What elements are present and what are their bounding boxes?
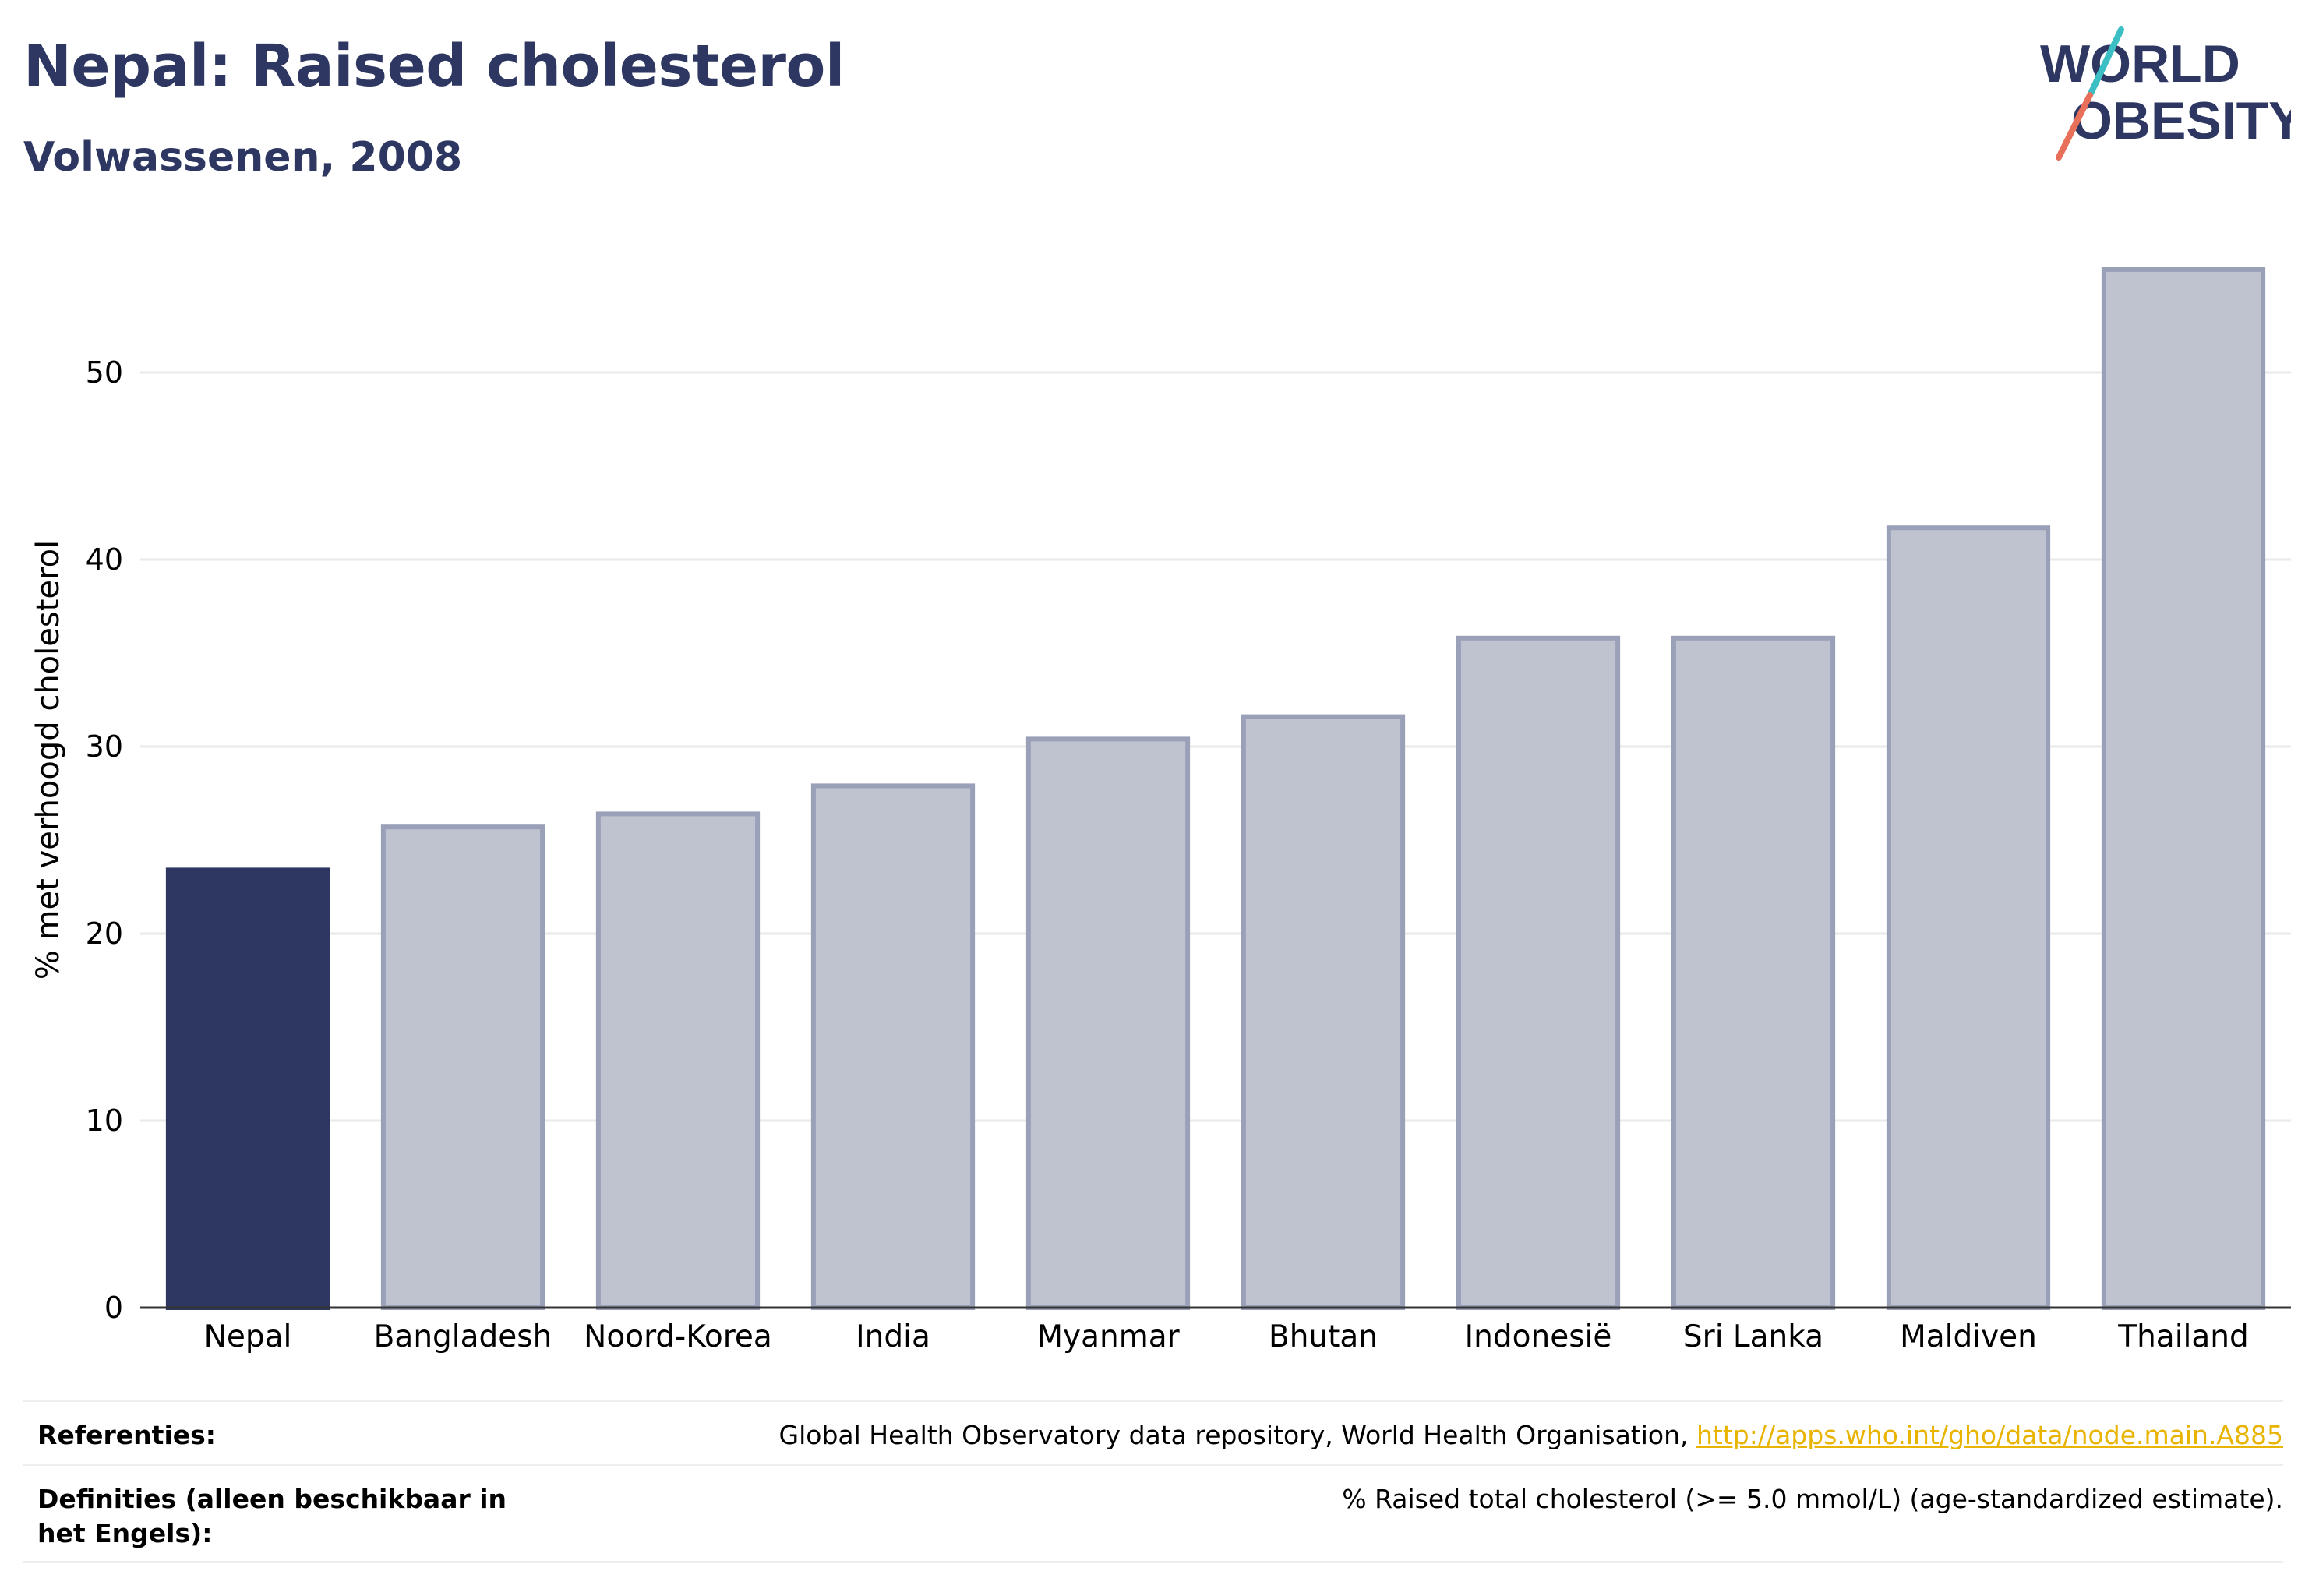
x-tick-label: Maldiven	[1900, 1319, 2037, 1354]
bar-myanmar	[1025, 736, 1191, 1310]
y-axis-label: % met verhoogd cholesterol	[30, 540, 66, 980]
y-tick-labels: 0 10 20 30 40 50	[86, 355, 123, 1325]
references-label: Referenties:	[37, 1420, 216, 1450]
x-tick-label: Sri Lanka	[1683, 1319, 1823, 1354]
footer-rule-top	[23, 1400, 2283, 1402]
bar-bhutan	[1241, 714, 1406, 1310]
bar-indonesi-	[1456, 635, 1621, 1310]
y-tick-label: 20	[86, 916, 123, 951]
references-link[interactable]: http://apps.who.int/gho/data/node.main.A…	[1696, 1420, 2283, 1450]
definitions-label: Definities (alleen beschikbaar in het En…	[37, 1484, 507, 1548]
x-tick-label: Noord-Korea	[584, 1319, 772, 1354]
bar-sri-lanka	[1671, 635, 1836, 1310]
y-tick-label: 40	[86, 542, 123, 577]
bar-chart: 0 10 20 30 40 50 Nepal Bangladesh Noord-Korea In…	[30, 267, 2291, 1354]
y-tick-label: 10	[86, 1103, 123, 1138]
references-text: Global Health Observatory data repositor…	[778, 1420, 1696, 1450]
bar-maldiven	[1886, 525, 2051, 1310]
x-tick-label: Bhutan	[1269, 1319, 1378, 1354]
x-tick-label: Nepal	[204, 1319, 292, 1354]
chart-title: Nepal: Raised cholesterol	[23, 33, 845, 100]
chart-subtitle: Volwassenen, 2008	[23, 134, 463, 181]
x-tick-labels: Nepal Bangladesh Noord-Korea India Myanmar Bh…	[204, 1319, 2249, 1354]
bar-bangladesh	[380, 824, 545, 1310]
x-tick-label: India	[856, 1319, 930, 1354]
logo-slash-bottom	[2056, 92, 2093, 161]
world-obesity-logo: WORLD OBESITY	[2040, 26, 2291, 161]
definitions-value: % Raised total cholesterol (>= 5.0 mmol/…	[1342, 1484, 2283, 1514]
x-tick-label: Myanmar	[1036, 1319, 1180, 1354]
logo-line2: OBESITY	[2071, 91, 2291, 150]
x-tick-label: Indonesië	[1465, 1319, 1612, 1354]
references-value: Global Health Observatory data repositor…	[779, 1418, 2283, 1453]
bar-india	[810, 783, 976, 1310]
y-tick-label: 30	[86, 729, 123, 764]
y-tick-label: 0	[104, 1291, 123, 1325]
footer-rule-bottom	[23, 1561, 2283, 1563]
bar-nepal	[165, 867, 330, 1310]
bar-thailand	[2101, 267, 2266, 1310]
footer-rule-middle	[23, 1464, 2283, 1466]
bars	[165, 267, 2266, 1310]
bar-noord-korea	[595, 811, 761, 1310]
x-tick-label: Bangladesh	[374, 1319, 552, 1354]
logo-line1: WORLD	[2040, 34, 2240, 94]
y-tick-label: 50	[86, 355, 123, 390]
logo-slash-top	[2087, 26, 2124, 98]
x-tick-label: Thailand	[2117, 1319, 2248, 1354]
